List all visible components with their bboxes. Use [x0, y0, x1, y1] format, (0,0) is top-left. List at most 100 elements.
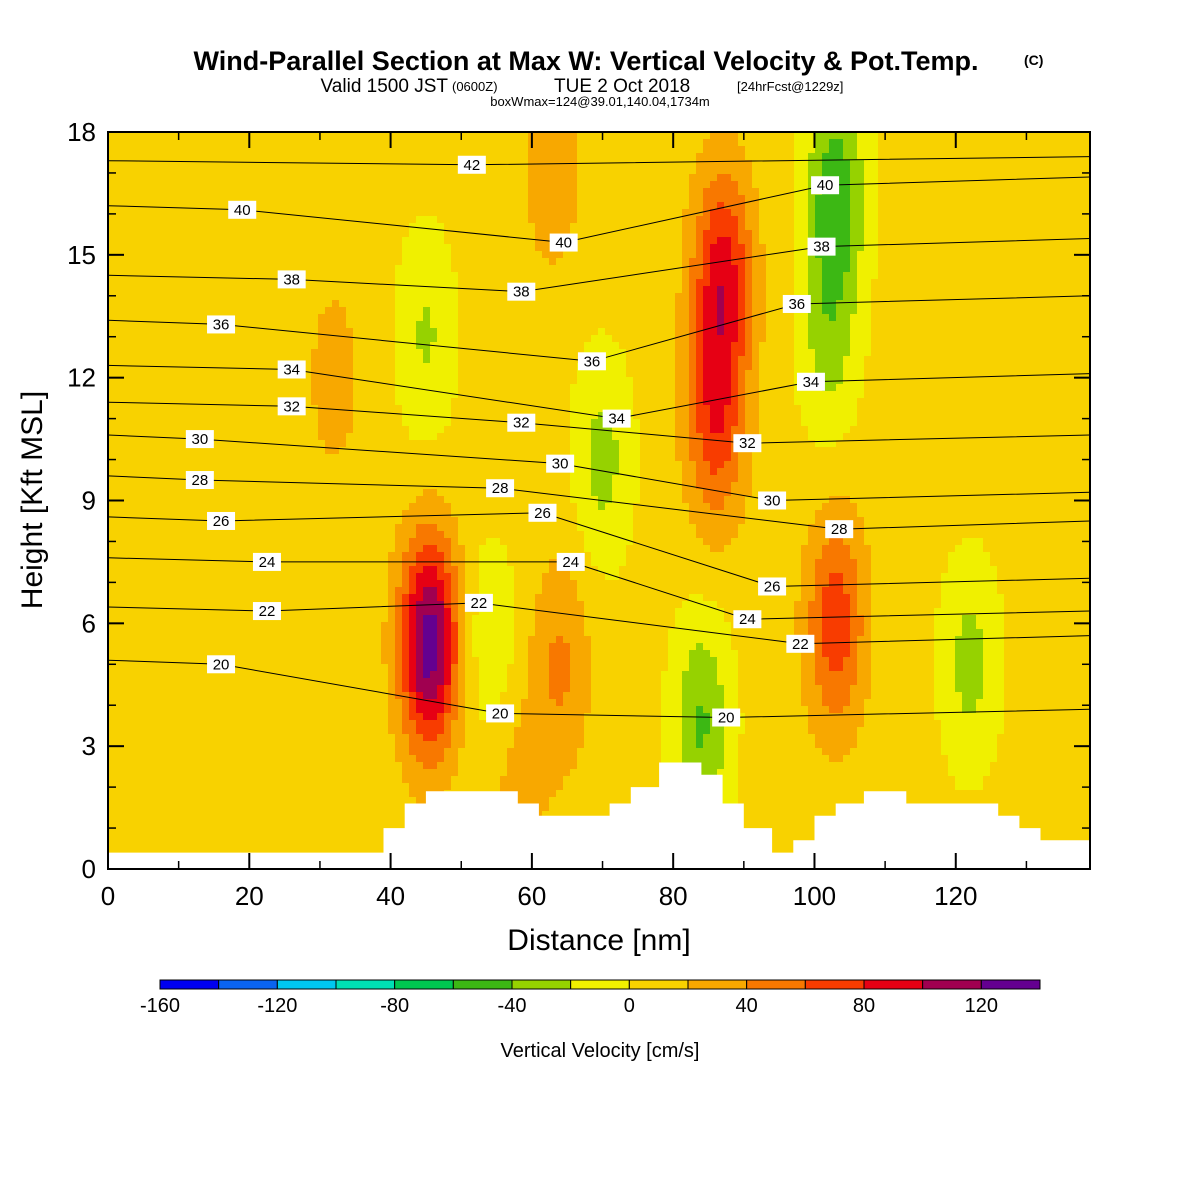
velocity-cell	[542, 174, 549, 181]
velocity-cell	[682, 314, 689, 321]
velocity-cell	[682, 251, 689, 258]
velocity-cell	[850, 132, 857, 139]
velocity-cell	[402, 720, 409, 727]
velocity-cell	[556, 720, 563, 727]
velocity-cell	[318, 419, 325, 426]
velocity-cell	[416, 377, 423, 384]
velocity-cell	[339, 384, 346, 391]
velocity-cell	[731, 748, 738, 755]
velocity-cell	[696, 755, 703, 762]
velocity-cell	[738, 258, 745, 265]
velocity-cell	[724, 622, 731, 629]
velocity-cell	[549, 209, 556, 216]
velocity-cell	[430, 650, 437, 657]
velocity-cell	[703, 671, 710, 678]
velocity-cell	[570, 405, 577, 412]
velocity-cell	[738, 412, 745, 419]
velocity-cell	[843, 692, 850, 699]
velocity-cell	[836, 405, 843, 412]
velocity-cell	[388, 594, 395, 601]
velocity-cell	[976, 629, 983, 636]
velocity-cell	[745, 412, 752, 419]
velocity-cell	[731, 328, 738, 335]
velocity-cell	[430, 748, 437, 755]
velocity-cell	[430, 671, 437, 678]
velocity-cell	[696, 496, 703, 503]
velocity-cell	[864, 321, 871, 328]
velocity-cell	[731, 356, 738, 363]
velocity-cell	[822, 559, 829, 566]
velocity-cell	[829, 594, 836, 601]
velocity-cell	[493, 545, 500, 552]
velocity-cell	[745, 321, 752, 328]
velocity-cell	[836, 384, 843, 391]
velocity-cell	[808, 664, 815, 671]
velocity-cell	[738, 216, 745, 223]
velocity-cell	[857, 230, 864, 237]
velocity-cell	[745, 349, 752, 356]
velocity-cell	[605, 552, 612, 559]
velocity-cell	[388, 671, 395, 678]
velocity-cell	[409, 678, 416, 685]
velocity-cell	[402, 699, 409, 706]
velocity-cell	[843, 559, 850, 566]
velocity-cell	[549, 741, 556, 748]
velocity-cell	[332, 307, 339, 314]
velocity-cell	[724, 629, 731, 636]
velocity-cell	[983, 769, 990, 776]
velocity-cell	[955, 783, 962, 790]
velocity-cell	[402, 678, 409, 685]
velocity-cell	[815, 608, 822, 615]
velocity-cell	[724, 447, 731, 454]
velocity-cell	[444, 643, 451, 650]
velocity-cell	[409, 566, 416, 573]
velocity-cell	[395, 349, 402, 356]
velocity-cell	[451, 314, 458, 321]
velocity-cell	[402, 258, 409, 265]
velocity-cell	[696, 335, 703, 342]
velocity-cell	[724, 433, 731, 440]
velocity-cell	[402, 517, 409, 524]
velocity-cell	[325, 377, 332, 384]
velocity-cell	[801, 580, 808, 587]
velocity-cell	[808, 566, 815, 573]
velocity-cell	[570, 615, 577, 622]
velocity-cell	[416, 580, 423, 587]
velocity-cell	[437, 713, 444, 720]
velocity-cell	[528, 167, 535, 174]
velocity-cell	[598, 482, 605, 489]
velocity-cell	[822, 433, 829, 440]
velocity-cell	[409, 692, 416, 699]
velocity-cell	[724, 643, 731, 650]
velocity-cell	[451, 650, 458, 657]
velocity-cell	[395, 727, 402, 734]
velocity-cell	[871, 153, 878, 160]
velocity-cell	[416, 762, 423, 769]
velocity-cell	[633, 482, 640, 489]
velocity-cell	[969, 559, 976, 566]
velocity-cell	[416, 587, 423, 594]
velocity-cell	[332, 342, 339, 349]
velocity-cell	[850, 727, 857, 734]
velocity-cell	[864, 552, 871, 559]
velocity-cell	[619, 475, 626, 482]
velocity-cell	[493, 685, 500, 692]
velocity-cell	[717, 643, 724, 650]
velocity-cell	[682, 755, 689, 762]
velocity-cell	[619, 524, 626, 531]
velocity-cell	[689, 251, 696, 258]
velocity-cell	[430, 216, 437, 223]
velocity-cell	[969, 587, 976, 594]
velocity-cell	[731, 762, 738, 769]
velocity-cell	[395, 356, 402, 363]
velocity-cell	[815, 615, 822, 622]
velocity-cell	[430, 496, 437, 503]
velocity-cell	[864, 286, 871, 293]
velocity-cell	[822, 419, 829, 426]
velocity-cell	[724, 727, 731, 734]
velocity-cell	[808, 195, 815, 202]
velocity-cell	[850, 370, 857, 377]
velocity-cell	[822, 321, 829, 328]
velocity-cell	[871, 237, 878, 244]
velocity-cell	[507, 783, 514, 790]
